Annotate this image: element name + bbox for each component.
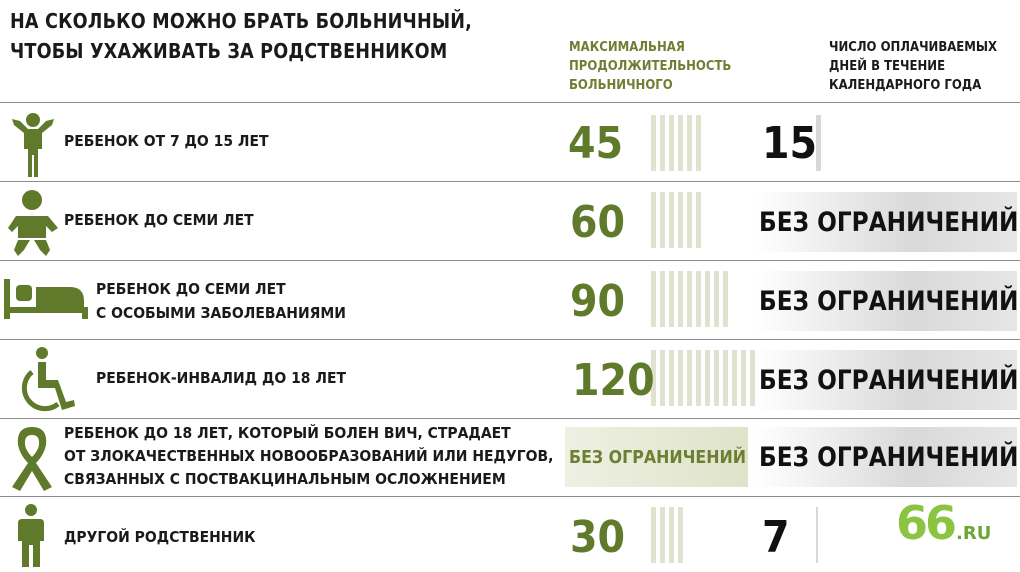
row-label-line: С ОСОБЫМИ ЗАБОЛЕВАНИЯМИ (96, 304, 346, 322)
column-header-paid-line-2: ДНЕЙ В ТЕЧЕНИЕ (829, 59, 946, 74)
row-label: ДРУГОЙ РОДСТВЕННИК (64, 525, 256, 549)
max-duration-value: БЕЗ ОГРАНИЧЕНИЙ (569, 446, 747, 468)
column-header-max-line-2: ПРОДОЛЖИТЕЛЬНОСТЬ (569, 59, 732, 74)
row-label: РЕБЕНОК ДО СЕМИ ЛЕТ (64, 208, 254, 232)
max-duration-stripes (651, 192, 701, 248)
child-icon (12, 113, 54, 177)
row-label-line: ОТ ЗЛОКАЧЕСТВЕННЫХ НОВООБРАЗОВАНИЙ ИЛИ Н… (64, 447, 554, 465)
table-row-child-under-7: РЕБЕНОК ДО СЕМИ ЛЕТ 60 БЕЗ ОГРАНИЧЕНИЙ (0, 181, 1020, 260)
column-header-paid-line-1: ЧИСЛО ОПЛАЧИВАЕМЫХ (829, 40, 998, 55)
title-line-2: ЧТОБЫ УХАЖИВАТЬ ЗА РОДСТВЕННИКОМ (10, 39, 448, 63)
paid-days-unlimited: БЕЗ ОГРАНИЧЕНИЙ (755, 350, 1019, 410)
max-duration-unlimited: БЕЗ ОГРАНИЧЕНИЙ (565, 427, 748, 487)
site-logo: 66 .RU (896, 496, 991, 550)
paid-days-value: 15 (762, 118, 818, 169)
baby-icon (8, 190, 58, 256)
table-row-disabled-child: РЕБЕНОК-ИНВАЛИД ДО 18 ЛЕТ 120 БЕЗ ОГРАНИ… (0, 339, 1020, 418)
max-duration-stripes (651, 507, 683, 563)
title-line-1: НА СКОЛЬКО МОЖНО БРАТЬ БОЛЬНИЧНЫЙ, (10, 9, 473, 33)
row-label-line: РЕБЕНОК ДО СЕМИ ЛЕТ (96, 280, 286, 298)
paid-days-unlimited: БЕЗ ОГРАНИЧЕНИЙ (755, 271, 1019, 331)
max-duration-value: 45 (568, 118, 624, 169)
column-header-max-line-1: МАКСИМАЛЬНАЯ (569, 40, 685, 55)
max-duration-stripes (651, 350, 755, 406)
row-label: РЕБЕНОК-ИНВАЛИД ДО 18 ЛЕТ (96, 366, 346, 390)
row-label: РЕБЕНОК ОТ 7 ДО 15 ЛЕТ (64, 129, 269, 153)
max-duration-value: 30 (570, 512, 626, 563)
row-label: РЕБЕНОК ДО 18 ЛЕТ, КОТОРЫЙ БОЛЕН ВИЧ, СТ… (64, 422, 553, 491)
bed-icon (4, 279, 88, 319)
paid-days-value: БЕЗ ОГРАНИЧЕНИЙ (759, 364, 1019, 396)
page-title: НА СКОЛЬКО МОЖНО БРАТЬ БОЛЬНИЧНЫЙ, ЧТОБЫ… (10, 6, 472, 66)
ribbon-icon (12, 427, 52, 491)
paid-days-value: БЕЗ ОГРАНИЧЕНИЙ (759, 285, 1019, 317)
row-label-line: РЕБЕНОК ОТ 7 ДО 15 ЛЕТ (64, 132, 269, 150)
max-duration-value: 60 (570, 197, 626, 248)
table-row-other-relative: ДРУГОЙ РОДСТВЕННИК 30 7 (0, 496, 1020, 572)
column-header-paid-days: ЧИСЛО ОПЛАЧИВАЕМЫХ ДНЕЙ В ТЕЧЕНИЕ КАЛЕНД… (829, 38, 997, 95)
column-header-max-line-3: БОЛЬНИЧНОГО (569, 78, 673, 93)
row-label: РЕБЕНОК ДО СЕМИ ЛЕТ С ОСОБЫМИ ЗАБОЛЕВАНИ… (96, 277, 346, 325)
logo-suffix: .RU (956, 523, 992, 544)
person-icon (18, 504, 44, 567)
logo-number: 66 (896, 496, 957, 550)
paid-days-value: БЕЗ ОГРАНИЧЕНИЙ (759, 206, 1019, 238)
column-header-max-duration: МАКСИМАЛЬНАЯ ПРОДОЛЖИТЕЛЬНОСТЬ БОЛЬНИЧНО… (569, 38, 731, 95)
row-label-line: РЕБЕНОК ДО 18 ЛЕТ, КОТОРЫЙ БОЛЕН ВИЧ, СТ… (64, 424, 511, 442)
row-label-line: СВЯЗАННЫХ С ПОСТВАКЦИНАЛЬНЫМ ОСЛОЖНЕНИЕМ (64, 470, 506, 488)
column-header-paid-line-3: КАЛЕНДАРНОГО ГОДА (829, 78, 982, 93)
paid-days-bar (816, 507, 818, 563)
row-label-line: ДРУГОЙ РОДСТВЕННИК (64, 528, 256, 546)
table-row-child-7-15: РЕБЕНОК ОТ 7 ДО 15 ЛЕТ 45 15 (0, 102, 1020, 181)
max-duration-stripes (651, 115, 701, 171)
row-label-line: РЕБЕНОК ДО СЕМИ ЛЕТ (64, 211, 254, 229)
max-duration-value: 120 (572, 355, 655, 406)
paid-days-value: 7 (762, 512, 790, 563)
table-row-child-severe-illness: РЕБЕНОК ДО 18 ЛЕТ, КОТОРЫЙ БОЛЕН ВИЧ, СТ… (0, 418, 1020, 496)
paid-days-bar (816, 115, 821, 171)
max-duration-stripes (651, 271, 728, 327)
paid-days-unlimited: БЕЗ ОГРАНИЧЕНИЙ (755, 427, 1019, 487)
wheelchair-icon (21, 347, 75, 412)
paid-days-unlimited: БЕЗ ОГРАНИЧЕНИЙ (755, 192, 1019, 252)
row-label-line: РЕБЕНОК-ИНВАЛИД ДО 18 ЛЕТ (96, 369, 347, 387)
paid-days-value: БЕЗ ОГРАНИЧЕНИЙ (759, 441, 1019, 473)
max-duration-value: 90 (570, 276, 626, 327)
table-row-child-under-7-special: РЕБЕНОК ДО СЕМИ ЛЕТ С ОСОБЫМИ ЗАБОЛЕВАНИ… (0, 260, 1020, 339)
